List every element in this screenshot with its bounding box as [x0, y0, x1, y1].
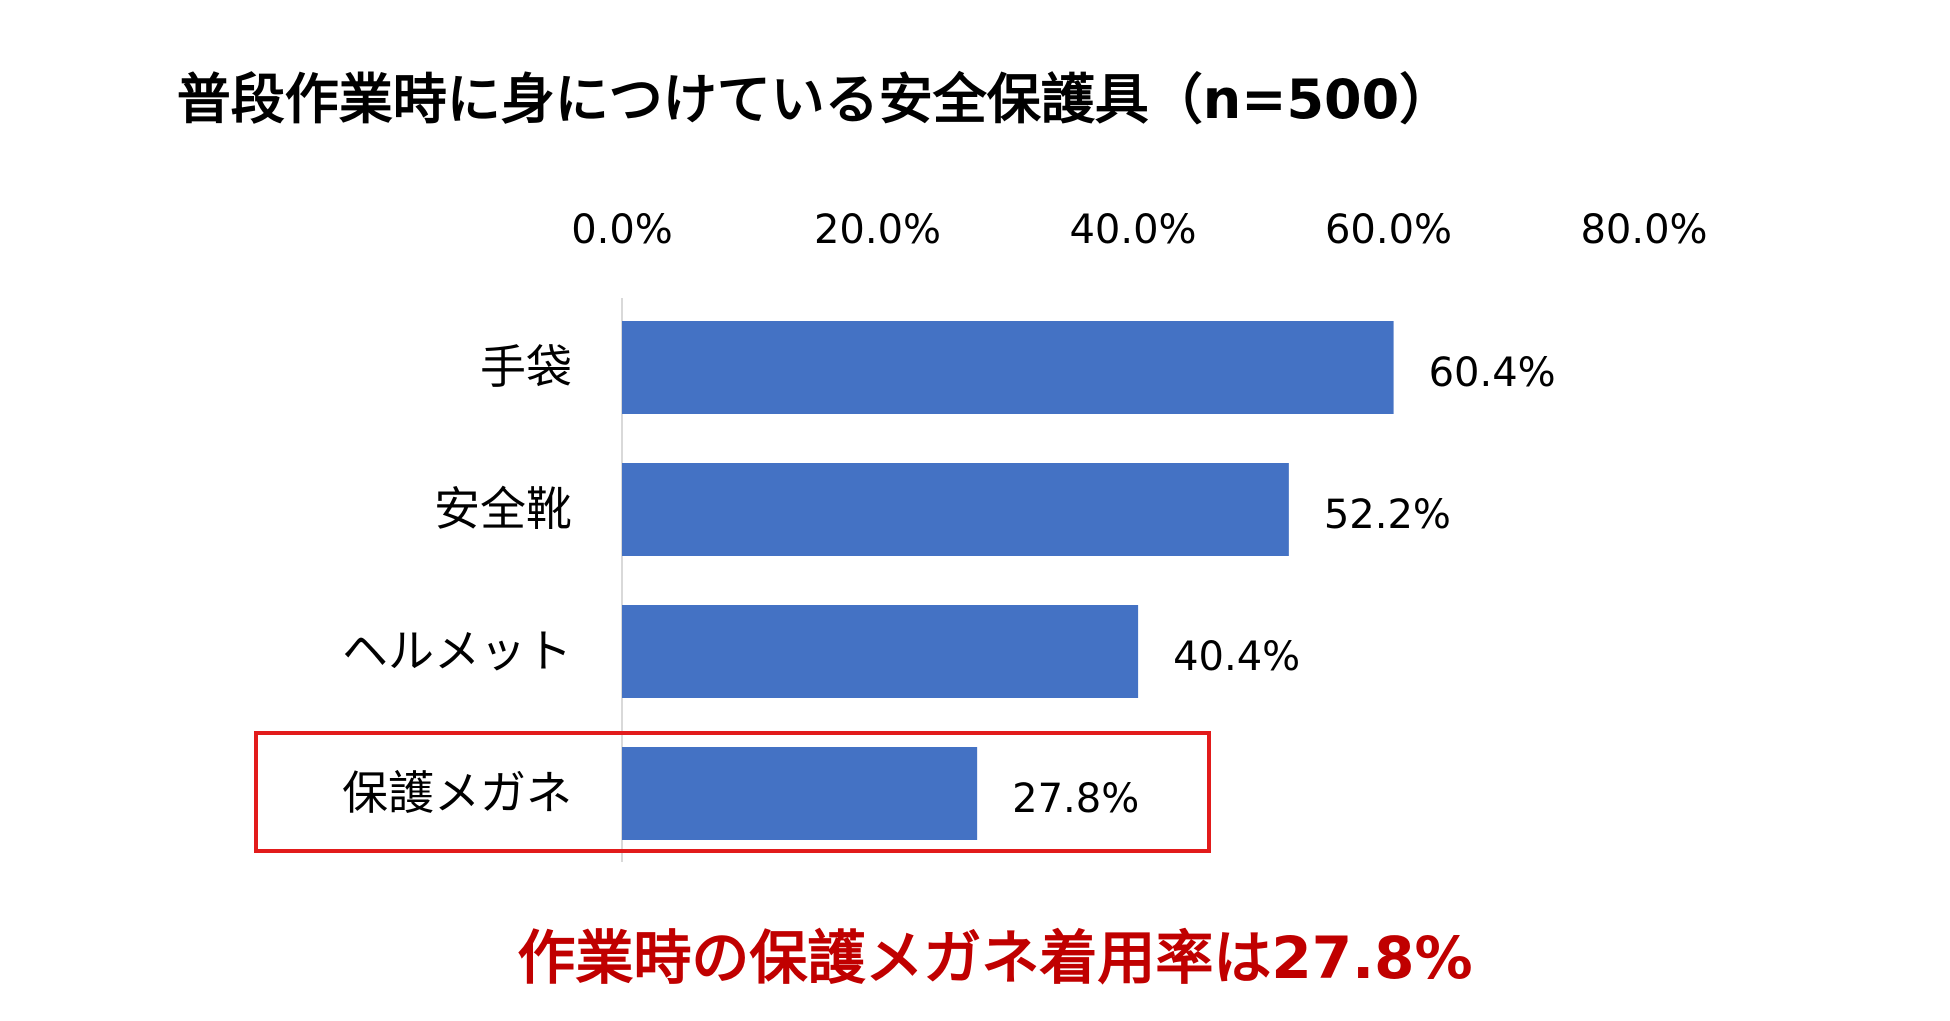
x-tick-label: 40.0% [1069, 207, 1196, 253]
annotation-caption: 作業時の保護メガネ着用率は27.8% [517, 924, 1472, 992]
data-labels: 60.4% 52.2% 40.4% 27.8% [1012, 350, 1556, 822]
data-label: 40.4% [1173, 634, 1300, 680]
x-tick-label: 0.0% [571, 207, 673, 253]
category-label: 安全靴 [434, 482, 572, 536]
x-tick-label: 60.0% [1325, 207, 1452, 253]
data-label: 52.2% [1324, 492, 1451, 538]
category-label: 保護メガネ [342, 766, 572, 820]
bars [622, 321, 1394, 840]
x-tick-label: 80.0% [1580, 207, 1707, 253]
bar [622, 463, 1289, 556]
bar [622, 321, 1394, 414]
bar [622, 747, 978, 840]
x-tick-label: 20.0% [814, 207, 941, 253]
bar [622, 605, 1139, 698]
highlight-box [254, 731, 1211, 853]
category-label: 手袋 [480, 340, 572, 394]
data-label: 60.4% [1429, 350, 1556, 396]
category-label: ヘルメット [342, 624, 572, 678]
data-label: 27.8% [1012, 776, 1139, 822]
x-axis-ticks: 0.0% 20.0% 40.0% 60.0% 80.0% [571, 207, 1707, 253]
chart-title: 普段作業時に身につけている安全保護具（n=500） [177, 68, 1453, 131]
